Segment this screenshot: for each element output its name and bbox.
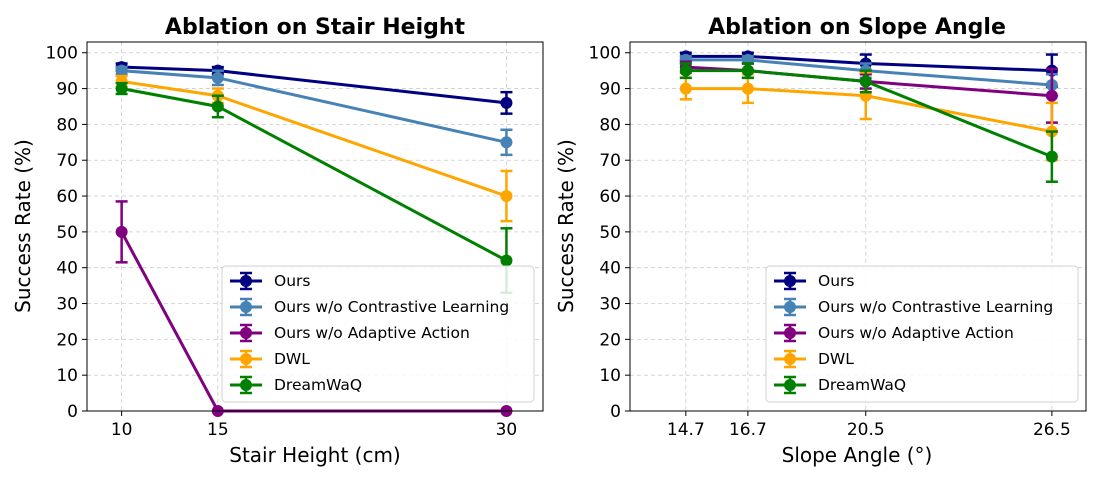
legend-entry-label: Ours w/o Contrastive Learning xyxy=(274,298,509,316)
series-line xyxy=(685,69,1053,159)
x-tick-label: 16.7 xyxy=(729,420,767,440)
data-point xyxy=(500,190,513,203)
y-tick-label: 90 xyxy=(56,80,78,100)
legend-entry-label: DWL xyxy=(274,350,310,368)
series xyxy=(115,64,513,157)
y-tick-label: 40 xyxy=(599,259,621,279)
series-line xyxy=(685,87,1053,134)
x-tick-label: 14.7 xyxy=(667,420,705,440)
legend-swatch-marker xyxy=(240,327,252,339)
legend-swatch-marker xyxy=(784,301,796,313)
x-tick-label: 10 xyxy=(111,420,133,440)
legend-entry-label: Ours w/o Adaptive Action xyxy=(818,324,1014,342)
x-tick-label: 30 xyxy=(496,420,518,440)
y-tick-label: 100 xyxy=(589,44,621,64)
axes-frame xyxy=(629,41,1087,412)
data-point xyxy=(115,225,128,238)
series-line xyxy=(121,65,507,105)
legend-swatch-marker xyxy=(240,353,252,365)
chart-title: Ablation on Stair Height xyxy=(165,15,466,40)
y-tick-label: 70 xyxy=(599,151,621,171)
x-tick-label: 20.5 xyxy=(847,420,885,440)
legend-entry-label: Ours w/o Adaptive Action xyxy=(274,324,470,342)
data-point xyxy=(859,75,872,88)
data-point xyxy=(741,64,754,77)
data-point xyxy=(741,82,754,95)
y-tick-label: 70 xyxy=(56,151,78,171)
axes-frame xyxy=(86,41,544,412)
y-axis-label: Success Rate (%) xyxy=(554,139,578,313)
x-axis-label: Stair Height (cm) xyxy=(229,443,400,467)
legend-swatch-marker xyxy=(240,275,252,287)
series-line xyxy=(685,58,1052,87)
data-point xyxy=(500,254,513,267)
y-tick-label: 20 xyxy=(599,330,621,350)
y-tick-label: 50 xyxy=(56,223,78,243)
y-tick-label: 80 xyxy=(599,115,621,135)
data-point xyxy=(1045,89,1058,102)
legend: Ours Ours w/o Contrastive Learning Ours w/… xyxy=(221,265,535,403)
y-tick-label: 0 xyxy=(67,402,78,422)
y-tick-label: 30 xyxy=(56,295,78,315)
legend-swatch-marker xyxy=(784,327,796,339)
data-point xyxy=(500,136,513,149)
legend-entry-label: DWL xyxy=(818,350,854,368)
legend-swatch-marker xyxy=(240,379,252,391)
data-point xyxy=(115,64,128,77)
legend-swatch-marker xyxy=(784,275,796,287)
series-line xyxy=(685,54,1052,73)
legend: Ours Ours w/o Contrastive Learning Ours w/… xyxy=(765,265,1079,403)
legend-entry-label: Ours xyxy=(274,272,310,290)
y-tick-label: 90 xyxy=(599,80,621,100)
legend-entry-label: DreamWaQ xyxy=(274,376,362,394)
stair-height-chart: Ablation on Stair Height Stair Height (c… xyxy=(11,15,544,467)
y-tick-label: 80 xyxy=(56,115,78,135)
y-tick-label: 60 xyxy=(56,187,78,207)
data-point xyxy=(115,82,128,95)
legend-swatch-marker xyxy=(240,301,252,313)
y-tick-label: 60 xyxy=(599,187,621,207)
chart-title: Ablation on Slope Angle xyxy=(708,15,1006,40)
series xyxy=(115,81,513,295)
data-point xyxy=(211,71,224,84)
grid xyxy=(630,42,1086,412)
y-tick-label: 30 xyxy=(599,295,621,315)
legend-box xyxy=(221,265,535,403)
slope-angle-chart: Ablation on Slope Angle Slope Angle (°) … xyxy=(554,15,1087,467)
data-point xyxy=(211,100,224,113)
x-tick-label: 15 xyxy=(207,420,229,440)
series xyxy=(115,61,513,115)
data-point xyxy=(679,64,692,77)
legend-entry-label: DreamWaQ xyxy=(818,376,906,394)
y-tick-label: 0 xyxy=(610,402,621,422)
data-point xyxy=(679,82,692,95)
data-point xyxy=(500,96,513,109)
legend-swatch-marker xyxy=(784,353,796,365)
data-point xyxy=(1045,150,1058,163)
y-tick-label: 10 xyxy=(599,366,621,386)
legend-entry-label: Ours w/o Contrastive Learning xyxy=(818,298,1053,316)
legend-swatch-marker xyxy=(784,379,796,391)
y-tick-label: 40 xyxy=(56,259,78,279)
y-tick-label: 100 xyxy=(46,44,78,64)
x-tick-label: 26.5 xyxy=(1033,420,1071,440)
x-axis-label: Slope Angle (°) xyxy=(782,443,933,467)
y-tick-label: 50 xyxy=(599,223,621,243)
series xyxy=(679,62,1058,183)
y-tick-label: 10 xyxy=(56,366,78,386)
y-axis-label: Success Rate (%) xyxy=(11,139,35,313)
legend-box xyxy=(765,265,1079,403)
y-tick-label: 20 xyxy=(56,330,78,350)
legend-entry-label: Ours xyxy=(818,272,854,290)
